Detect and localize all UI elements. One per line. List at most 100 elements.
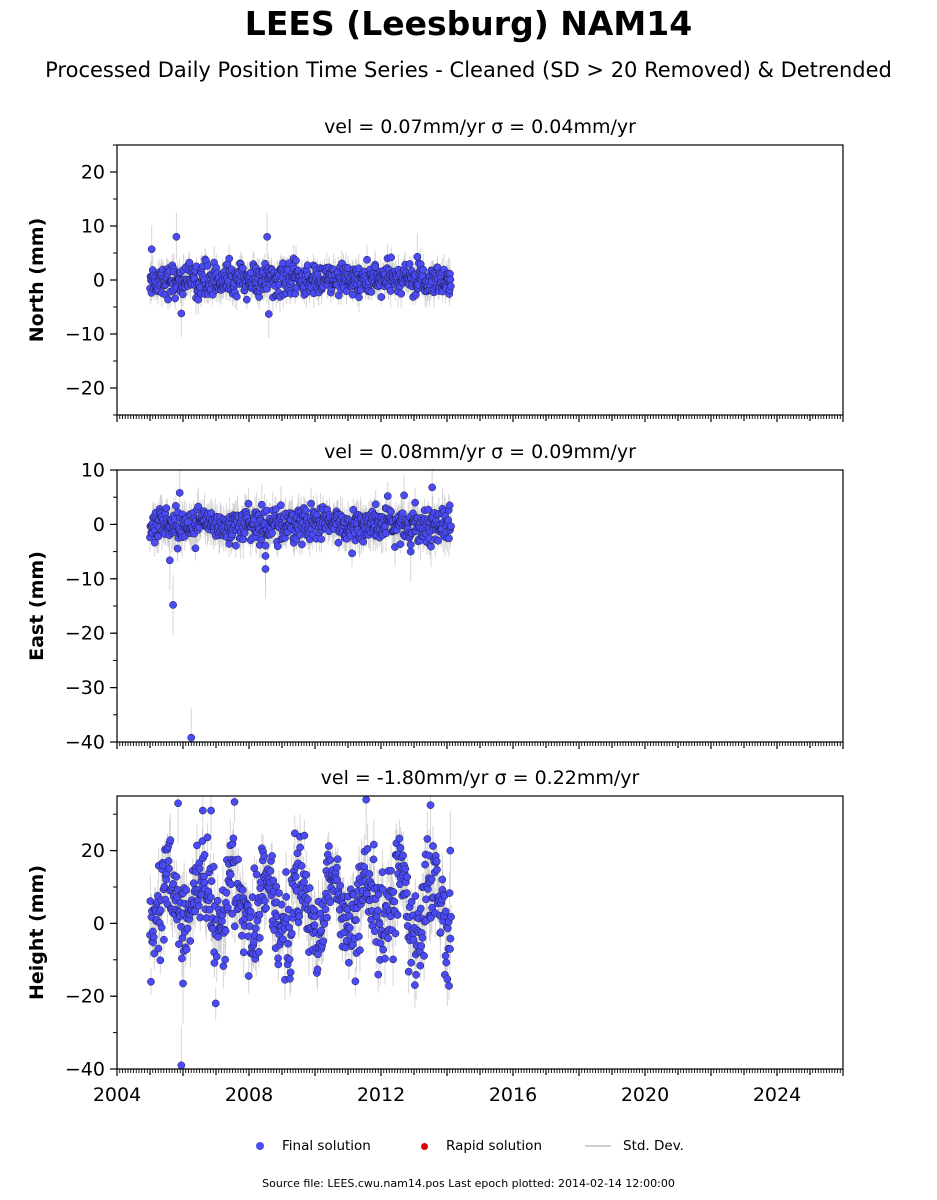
- final-solution-point: [424, 505, 433, 514]
- final-solution-point: [232, 292, 241, 301]
- final-solution-point: [445, 889, 454, 897]
- final-solution-point: [446, 282, 455, 291]
- final-solution-point: [213, 896, 222, 905]
- final-solution-point: [416, 961, 425, 970]
- final-solution-point: [384, 934, 392, 943]
- final-solution-point: [172, 872, 181, 881]
- final-solution-point: [271, 505, 280, 514]
- final-solution-point: [225, 540, 234, 548]
- final-solution-point: [195, 864, 204, 873]
- final-solution-point: [212, 952, 221, 961]
- final-solution-point: [229, 834, 238, 843]
- final-solution-point: [441, 951, 450, 960]
- final-solution-point: [371, 927, 379, 936]
- final-solution-point: [261, 896, 269, 905]
- final-solution-point: [257, 500, 266, 509]
- final-solution-point: [359, 537, 368, 546]
- final-solution-point: [300, 878, 308, 886]
- final-solution-point: [255, 934, 264, 942]
- figure-subtitle: Processed Daily Position Time Series - C…: [45, 58, 892, 82]
- y-tick-label: −40: [65, 1059, 105, 1081]
- final-solution-point: [420, 951, 428, 960]
- final-solution-point: [200, 878, 209, 887]
- final-solution-point: [421, 860, 429, 869]
- final-solution-point: [169, 601, 177, 609]
- final-solution-point: [282, 892, 291, 901]
- final-solution-point: [209, 862, 218, 871]
- final-solution-point: [164, 295, 172, 304]
- final-solution-point: [187, 733, 196, 742]
- final-solution-point: [222, 888, 231, 897]
- final-solution-point: [177, 309, 186, 318]
- final-solution-point: [231, 541, 240, 550]
- final-solution-point: [400, 491, 408, 500]
- final-solution-point: [371, 263, 380, 271]
- final-solution-point: [373, 906, 382, 915]
- final-solution-point: [434, 536, 442, 545]
- final-solution-point: [147, 977, 155, 986]
- final-solution-point: [416, 904, 425, 913]
- final-solution-point: [219, 962, 228, 970]
- final-solution-point: [179, 290, 187, 299]
- final-solution-point: [162, 875, 171, 884]
- final-solution-point: [246, 907, 255, 916]
- final-solution-point: [395, 834, 404, 843]
- final-solution-point: [297, 862, 306, 870]
- final-solution-point: [365, 870, 374, 878]
- panel-title: vel = 0.07mm/yr σ = 0.04mm/yr: [324, 116, 636, 138]
- final-solution-point: [345, 958, 353, 967]
- final-solution-point: [205, 905, 214, 914]
- final-solution-point: [371, 500, 380, 509]
- y-tick-label: 20: [81, 840, 105, 862]
- final-solution-point: [189, 879, 198, 888]
- legend-item-final: Final solution: [256, 1138, 371, 1154]
- final-solution-point: [406, 547, 415, 556]
- final-solution-point: [173, 544, 182, 553]
- final-solution-point: [244, 932, 253, 941]
- final-solution-point: [387, 253, 395, 262]
- final-solution-point: [183, 924, 192, 933]
- final-solution-point: [160, 883, 169, 891]
- final-solution-point: [166, 836, 175, 844]
- final-solution-point: [164, 857, 173, 865]
- final-solution-point: [367, 288, 376, 296]
- final-solution-point: [317, 535, 326, 543]
- final-solution-point: [261, 552, 270, 560]
- legend-item-rapid: Rapid solution: [421, 1138, 542, 1154]
- final-solution-point: [268, 529, 276, 537]
- final-solution-point: [237, 931, 246, 940]
- final-solution-point: [172, 232, 181, 241]
- final-solution-point: [411, 981, 419, 989]
- rapid-solution-marker: [421, 1142, 428, 1150]
- final-solution-point: [326, 898, 334, 907]
- final-solution-point: [275, 889, 283, 897]
- final-solution-point: [403, 889, 411, 897]
- final-solution-point: [225, 254, 234, 263]
- final-solution-point: [333, 855, 342, 864]
- final-solution-point: [428, 483, 436, 492]
- final-solution-point: [227, 880, 236, 889]
- final-solution-point: [175, 488, 184, 497]
- final-solution-point: [377, 293, 386, 301]
- final-solution-point: [175, 940, 183, 948]
- y-tick-label: −10: [65, 568, 105, 590]
- y-tick-label: −20: [65, 378, 105, 400]
- final-solution-point: [332, 863, 341, 872]
- final-solution-point: [336, 881, 344, 890]
- final-solution-point: [354, 932, 363, 941]
- final-solution-point: [260, 852, 269, 861]
- final-solution-point: [186, 937, 195, 945]
- final-solution-marker: [256, 1142, 264, 1150]
- panel-title: vel = -1.80mm/yr σ = 0.22mm/yr: [321, 767, 640, 789]
- final-solution-point: [211, 999, 220, 1008]
- final-solution-point: [147, 245, 156, 254]
- final-solution-point: [445, 501, 454, 510]
- y-tick-label: −20: [65, 623, 105, 645]
- final-solution-point: [284, 939, 292, 948]
- final-solution-point: [310, 921, 319, 930]
- final-solution-point: [194, 502, 203, 511]
- final-solution-point: [154, 532, 163, 541]
- final-solution-point: [376, 939, 385, 948]
- final-solution-point: [296, 843, 304, 852]
